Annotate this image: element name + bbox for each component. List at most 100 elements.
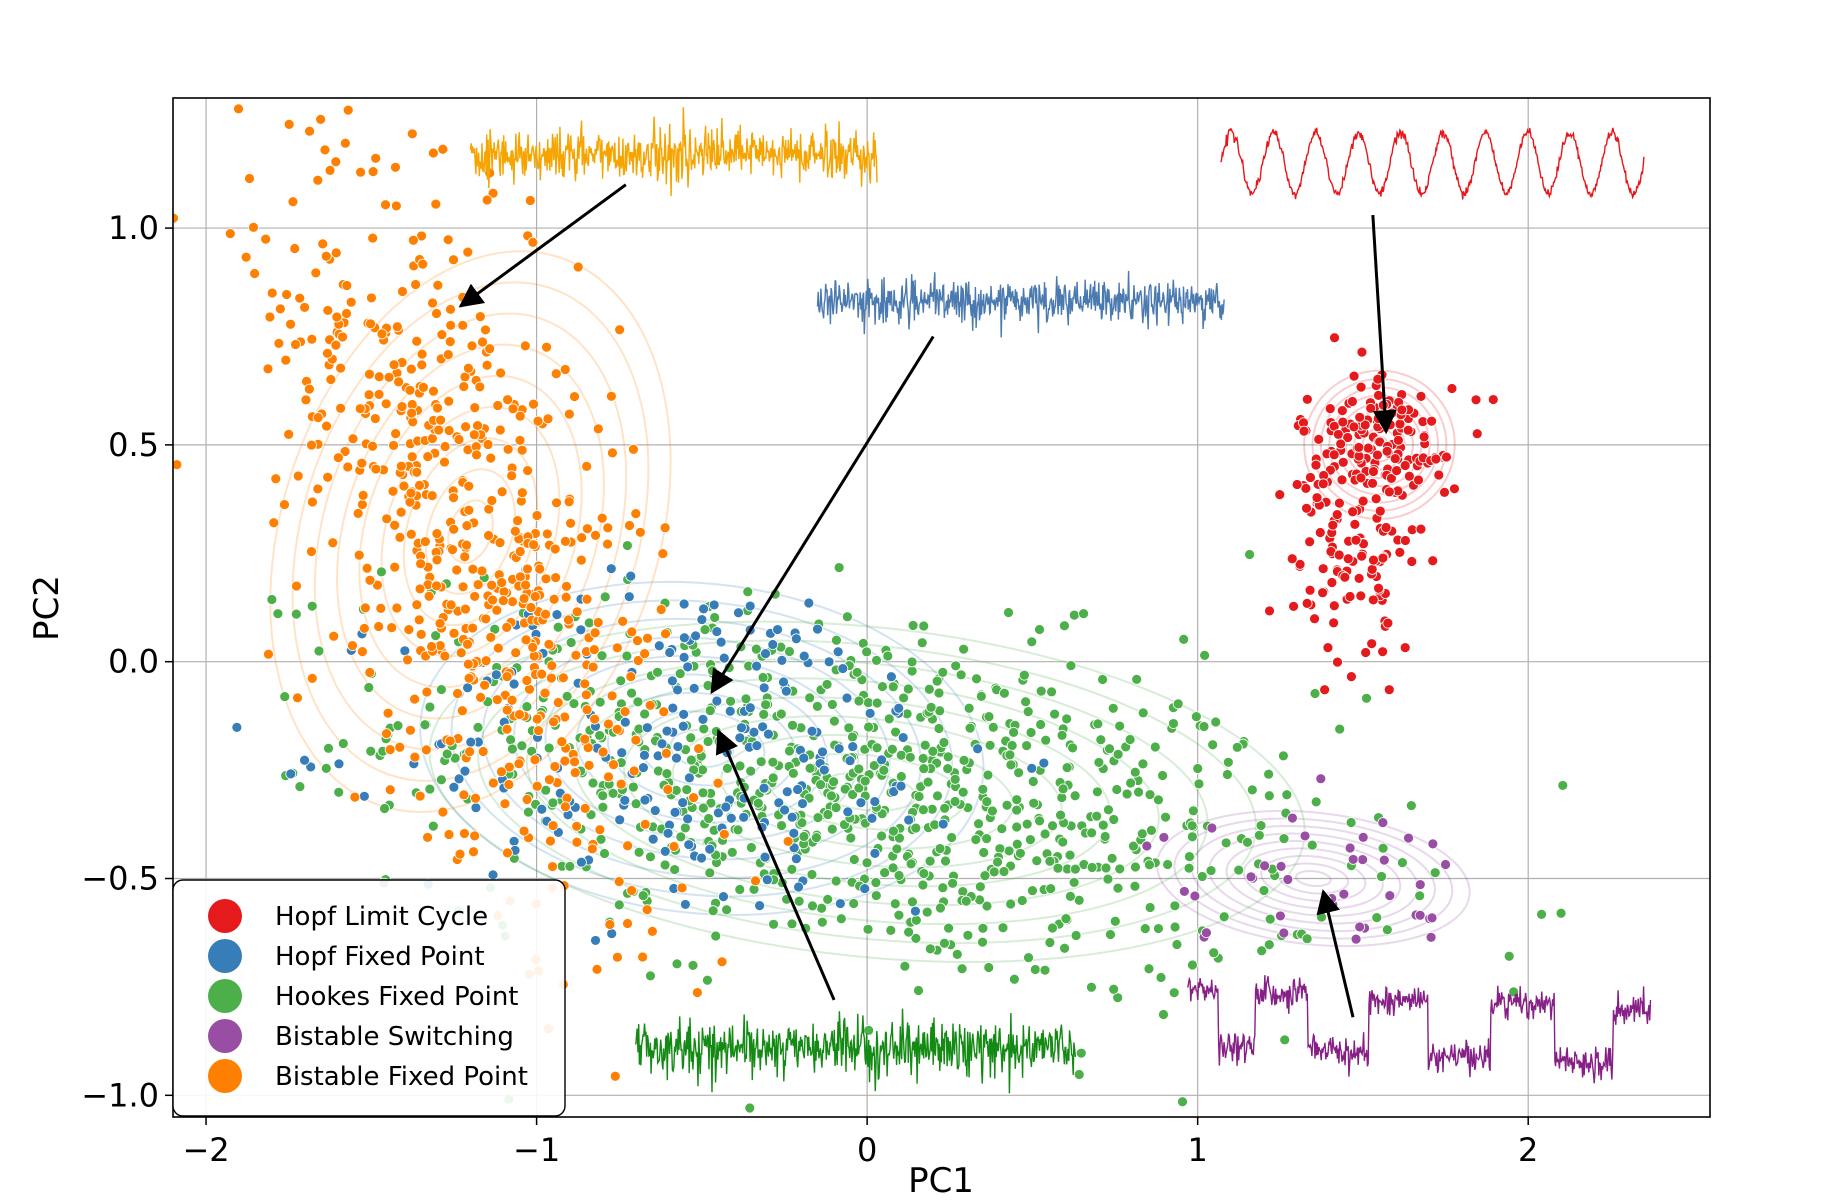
data-point — [633, 846, 645, 858]
data-point — [679, 822, 691, 834]
data-point — [458, 789, 470, 801]
data-point — [841, 611, 853, 623]
data-point — [563, 496, 575, 508]
data-point — [1319, 684, 1331, 696]
data-point — [427, 297, 438, 309]
data-point — [586, 843, 598, 855]
data-point — [1052, 862, 1064, 874]
data-point — [448, 627, 460, 639]
data-point — [457, 319, 469, 331]
data-point — [514, 410, 526, 422]
data-point — [1360, 647, 1372, 658]
data-point — [625, 570, 637, 582]
data-point — [457, 581, 469, 593]
data-point — [811, 700, 823, 712]
data-point — [1242, 836, 1253, 848]
data-point — [433, 424, 445, 436]
data-point — [1342, 553, 1354, 565]
data-point — [342, 104, 354, 116]
data-point — [1099, 831, 1111, 842]
data-point — [949, 774, 961, 785]
data-point — [1263, 768, 1275, 780]
data-point — [790, 633, 802, 645]
data-point — [1374, 505, 1386, 517]
data-point — [441, 748, 453, 760]
data-point — [1317, 563, 1329, 575]
data-point — [716, 956, 728, 968]
data-point — [1047, 922, 1058, 934]
data-point — [919, 739, 931, 751]
data-point — [1399, 460, 1411, 471]
data-point — [1368, 554, 1379, 566]
data-point — [1326, 577, 1338, 588]
data-point — [1092, 786, 1103, 798]
data-point — [474, 311, 486, 323]
data-point — [407, 234, 419, 246]
data-point — [467, 622, 479, 634]
data-point — [472, 420, 483, 432]
data-point — [1086, 827, 1098, 839]
data-point — [522, 563, 533, 575]
data-point — [876, 754, 888, 766]
data-point — [821, 679, 833, 690]
data-point — [744, 702, 756, 714]
data-point — [306, 600, 318, 612]
data-point — [1356, 550, 1368, 562]
data-point — [859, 883, 871, 895]
data-point — [726, 846, 738, 858]
data-point — [552, 621, 564, 633]
data-point — [445, 319, 457, 331]
data-point — [1503, 950, 1515, 962]
data-point — [472, 579, 484, 590]
data-point — [826, 699, 838, 710]
data-point — [502, 847, 513, 859]
data-point — [910, 932, 922, 944]
annotation-arrow — [458, 183, 627, 308]
data-point — [1366, 638, 1378, 650]
data-point — [758, 782, 770, 794]
data-point — [1107, 702, 1119, 714]
data-point — [1317, 478, 1329, 490]
data-point — [1005, 759, 1017, 771]
data-point — [1183, 862, 1195, 874]
data-point — [916, 637, 928, 649]
data-point — [506, 470, 518, 482]
data-point — [337, 331, 349, 343]
data-point — [546, 660, 558, 671]
data-point — [888, 825, 899, 837]
data-point — [373, 371, 385, 383]
data-point — [826, 823, 838, 835]
data-point — [612, 951, 623, 963]
data-point — [977, 936, 988, 948]
data-point — [1339, 571, 1351, 583]
data-point — [1278, 833, 1290, 844]
data-point — [1044, 937, 1056, 948]
data-point — [1188, 805, 1199, 817]
data-point — [704, 705, 716, 716]
data-point — [486, 579, 498, 591]
density-contour — [1319, 386, 1440, 504]
legend-marker — [208, 1059, 242, 1093]
data-point — [306, 672, 318, 684]
data-point — [1004, 749, 1016, 761]
data-point — [1162, 859, 1174, 870]
data-point — [1350, 933, 1362, 945]
data-point — [1049, 708, 1061, 720]
data-point — [1018, 669, 1030, 681]
data-point — [436, 329, 448, 340]
data-point — [568, 698, 580, 709]
data-point — [853, 782, 865, 794]
data-point — [669, 864, 681, 875]
data-point — [472, 721, 484, 733]
data-point — [1109, 915, 1121, 927]
data-point — [435, 414, 446, 426]
data-point — [863, 721, 874, 733]
data-point — [583, 617, 595, 629]
data-point — [632, 635, 643, 647]
data-point — [786, 918, 798, 930]
data-point — [319, 144, 331, 156]
data-point — [661, 725, 673, 737]
data-point — [744, 1102, 756, 1114]
data-point — [495, 367, 507, 379]
data-point — [718, 652, 730, 664]
